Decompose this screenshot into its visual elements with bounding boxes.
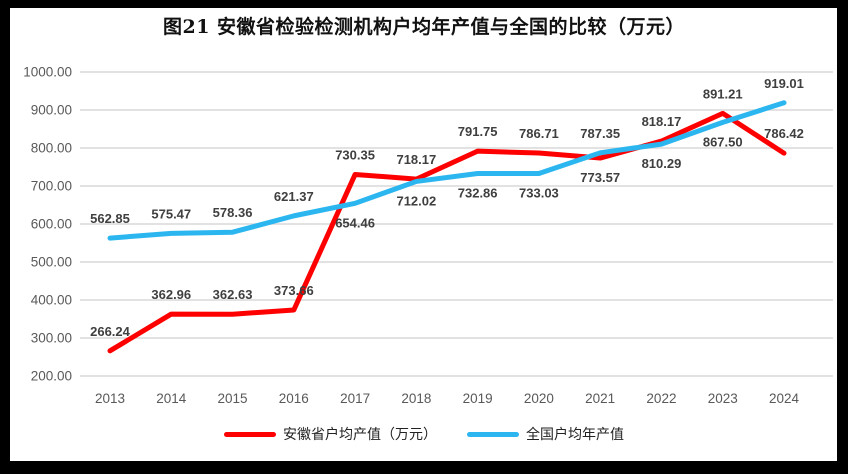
x-axis-tick-label: 2020 xyxy=(524,391,554,406)
y-axis-tick-label: 700.00 xyxy=(31,179,72,194)
x-axis-tick-label: 2024 xyxy=(769,391,800,406)
national-series-label: 全国户均年产值 xyxy=(526,426,624,442)
x-axis-tick-label: 2018 xyxy=(401,391,431,406)
data-label: 810.29 xyxy=(642,156,682,171)
data-label: 362.63 xyxy=(213,287,253,302)
data-label: 791.75 xyxy=(458,124,498,139)
data-label: 654.46 xyxy=(335,215,375,230)
chart-title: 图21 安徽省检验检测机构户均年产值与全国的比较（万元） xyxy=(162,16,686,38)
national-series-swatch xyxy=(467,431,519,437)
y-axis-tick-label: 200.00 xyxy=(31,369,72,384)
chart-legend: 安徽省户均产值（万元） 全国户均年产值 xyxy=(0,424,848,444)
y-axis-tick-label: 1000.00 xyxy=(23,65,72,80)
data-label: 787.35 xyxy=(580,126,620,141)
data-label: 867.50 xyxy=(703,134,743,149)
data-label: 562.85 xyxy=(90,211,130,226)
data-label: 818.17 xyxy=(642,114,682,129)
data-label: 891.21 xyxy=(703,86,743,101)
y-axis-tick-label: 500.00 xyxy=(31,255,72,270)
y-axis-tick-label: 300.00 xyxy=(31,331,72,346)
x-axis-tick-label: 2013 xyxy=(95,391,125,406)
data-label: 786.42 xyxy=(764,126,804,141)
x-axis-tick-label: 2016 xyxy=(279,391,309,406)
y-axis-tick-label: 600.00 xyxy=(31,217,72,232)
data-label: 718.17 xyxy=(396,152,436,167)
legend-item-national: 全国户均年产值 xyxy=(467,424,624,444)
data-label: 621.37 xyxy=(274,189,314,204)
data-label: 266.24 xyxy=(90,324,131,339)
x-axis-tick-label: 2023 xyxy=(708,391,738,406)
x-axis-tick-label: 2017 xyxy=(340,391,370,406)
data-label: 733.03 xyxy=(519,185,559,200)
x-axis-tick-label: 2014 xyxy=(156,391,187,406)
x-axis-tick-label: 2019 xyxy=(463,391,493,406)
data-label: 578.36 xyxy=(213,205,253,220)
data-label: 773.57 xyxy=(580,170,620,185)
data-label: 712.02 xyxy=(396,193,436,208)
data-label: 362.96 xyxy=(151,287,191,302)
y-axis-tick-label: 900.00 xyxy=(31,103,72,118)
data-label: 919.01 xyxy=(764,76,804,91)
y-axis-tick-label: 800.00 xyxy=(31,141,72,156)
legend-item-anhui: 安徽省户均产值（万元） xyxy=(224,424,437,444)
y-axis-tick-label: 400.00 xyxy=(31,293,72,308)
data-label: 730.35 xyxy=(335,147,375,162)
data-label: 575.47 xyxy=(151,206,191,221)
data-label: 373.66 xyxy=(274,283,314,298)
x-axis-tick-label: 2015 xyxy=(218,391,248,406)
anhui-series-line xyxy=(107,110,787,354)
anhui-series-label: 安徽省户均产值（万元） xyxy=(283,426,437,442)
data-label: 786.71 xyxy=(519,126,559,141)
x-axis-tick-label: 2021 xyxy=(585,391,615,406)
data-label: 732.86 xyxy=(458,186,498,201)
anhui-series-swatch xyxy=(224,431,276,437)
national-series-line xyxy=(107,100,787,241)
x-axis-tick-label: 2022 xyxy=(646,391,676,406)
